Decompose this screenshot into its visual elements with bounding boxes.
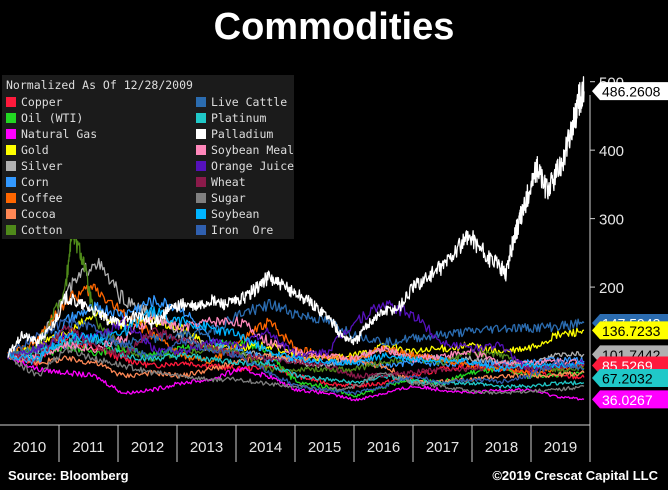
legend-swatch — [6, 177, 16, 187]
legend-swatch — [6, 225, 16, 235]
legend-item: Palladium — [196, 126, 294, 142]
value-label-tag — [592, 368, 668, 387]
x-tick-label: 2012 — [131, 439, 164, 456]
legend-item: Cocoa — [6, 206, 97, 222]
x-tick-label: 2014 — [249, 439, 282, 456]
legend-column-left: Copper Oil (WTI) Natural Gas Gold Silver Corn… — [6, 94, 97, 238]
legend-item: Orange Juice — [196, 158, 294, 174]
legend-label: Natural Gas — [21, 127, 98, 141]
value-label: 67.2032 — [592, 368, 668, 387]
series-line — [7, 300, 585, 373]
legend-swatch — [6, 97, 16, 107]
legend-column-right: Live Cattle Platinum Palladium Soybean Meal… — [196, 94, 294, 238]
series-line — [7, 317, 585, 396]
copyright-note: ©2019 Crescat Capital LLC — [492, 468, 658, 483]
legend-item: Natural Gas — [6, 126, 97, 142]
legend-label: Iron Ore — [211, 223, 274, 237]
legend-swatch — [6, 145, 16, 155]
value-label-tag — [592, 82, 668, 101]
legend-label: Orange Juice — [211, 159, 295, 173]
x-tick-label: 2018 — [485, 439, 518, 456]
value-label: 36.0267 — [592, 390, 668, 409]
value-label-text: 67.2032 — [602, 370, 653, 386]
legend-label: Silver — [21, 159, 63, 173]
y-tick-label: 200 — [599, 280, 624, 297]
legend-label: Corn — [21, 175, 49, 189]
value-label-tag — [592, 321, 668, 340]
value-label-text: 136.7233 — [602, 323, 661, 339]
legend-swatch — [6, 161, 16, 171]
legend-swatch — [6, 129, 16, 139]
legend-label: Soybean — [211, 207, 260, 221]
y-tick-label: 300 — [599, 212, 624, 229]
legend-label: Copper — [21, 95, 63, 109]
value-label-tag — [592, 390, 668, 409]
series-line — [7, 353, 585, 402]
legend-swatch — [196, 177, 206, 187]
legend-label: Cocoa — [21, 207, 56, 221]
source-note: Source: Bloomberg — [8, 468, 129, 483]
series-line — [7, 76, 585, 358]
legend-swatch — [196, 209, 206, 219]
legend-swatch — [196, 225, 206, 235]
legend-swatch — [196, 129, 206, 139]
value-label: 486.2608 — [592, 82, 668, 101]
series-line — [7, 345, 585, 395]
legend-label: Soybean Meal — [211, 143, 295, 157]
legend-swatch — [6, 193, 16, 203]
legend-label: Gold — [21, 143, 49, 157]
legend-item: Copper — [6, 94, 97, 110]
x-tick-label: 2016 — [367, 439, 400, 456]
legend-item: Live Cattle — [196, 94, 294, 110]
legend-swatch — [196, 193, 206, 203]
legend-label: Oil (WTI) — [21, 111, 84, 125]
legend-label: Coffee — [21, 191, 63, 205]
x-tick-label: 2015 — [308, 439, 341, 456]
y-tick-label: 400 — [599, 143, 624, 160]
legend-swatch — [6, 113, 16, 123]
legend-swatch — [196, 113, 206, 123]
legend-item: Oil (WTI) — [6, 110, 97, 126]
legend-item: Coffee — [6, 190, 97, 206]
legend-swatch — [196, 97, 206, 107]
legend-item: Sugar — [196, 190, 294, 206]
legend-item: Iron Ore — [196, 222, 294, 238]
x-tick-label: 2017 — [426, 439, 459, 456]
x-tick-label: 2013 — [190, 439, 223, 456]
legend-label: Wheat — [211, 175, 246, 189]
legend-item: Cotton — [6, 222, 97, 238]
value-label-text: 36.0267 — [602, 392, 653, 408]
legend-item: Platinum — [196, 110, 294, 126]
x-tick-label: 2010 — [13, 439, 46, 456]
legend-item: Corn — [6, 174, 97, 190]
footer: Source: Bloomberg ©2019 Crescat Capital … — [0, 464, 668, 490]
x-tick-label: 2019 — [544, 439, 577, 456]
legend-label: Palladium — [211, 127, 274, 141]
legend-swatch — [6, 209, 16, 219]
legend-item: Wheat — [196, 174, 294, 190]
legend-swatch — [196, 145, 206, 155]
series-line — [7, 306, 585, 373]
legend-label: Live Cattle — [211, 95, 288, 109]
legend-item: Gold — [6, 142, 97, 158]
legend-item: Soybean — [196, 206, 294, 222]
chart-legend: Normalized As Of 12/28/2009 Copper Oil (W… — [2, 75, 294, 239]
value-label-text: 486.2608 — [602, 84, 661, 100]
series-line — [7, 352, 585, 385]
series-line — [7, 324, 585, 379]
legend-label: Platinum — [211, 111, 267, 125]
x-tick-label: 2011 — [72, 439, 104, 456]
legend-label: Cotton — [21, 223, 63, 237]
page-title: Commodities — [213, 6, 455, 48]
legend-item: Silver — [6, 158, 97, 174]
legend-swatch — [196, 161, 206, 171]
legend-label: Sugar — [211, 191, 246, 205]
legend-title: Normalized As Of 12/28/2009 — [6, 78, 193, 92]
legend-item: Soybean Meal — [196, 142, 294, 158]
series-line — [7, 227, 585, 373]
value-label: 136.7233 — [592, 321, 668, 340]
